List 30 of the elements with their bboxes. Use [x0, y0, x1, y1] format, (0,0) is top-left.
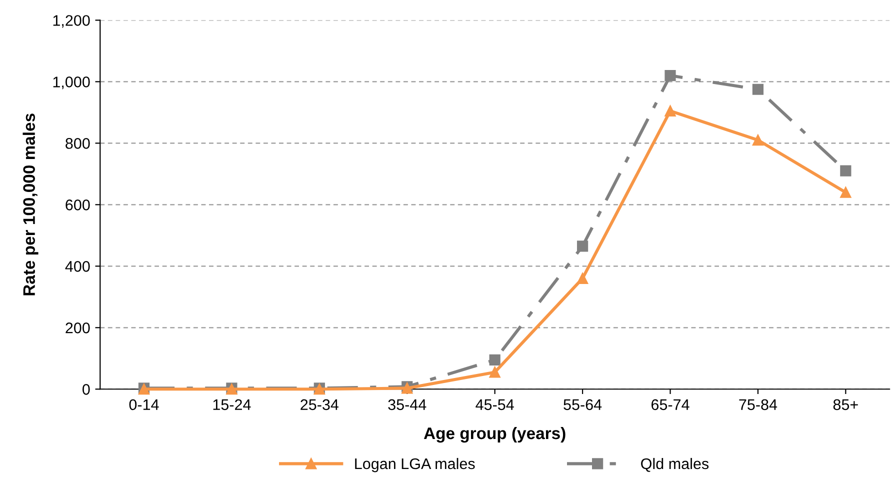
- y-tick-label: 200: [66, 322, 90, 334]
- point: [752, 134, 764, 146]
- y-tick-label: 800: [66, 138, 90, 149]
- point: [664, 105, 676, 116]
- x-tick-label: 85+: [833, 399, 858, 410]
- y-tick-label: 0: [82, 384, 90, 395]
- x-tick-label: 75-84: [739, 399, 778, 410]
- x-tick-label: 15-24: [213, 399, 251, 410]
- y-tick-label: 1,200: [53, 15, 90, 28]
- point: [576, 240, 588, 252]
- x-tick-label: 0-14: [129, 399, 159, 410]
- point: [840, 165, 852, 176]
- point: [489, 354, 500, 366]
- point: [489, 366, 500, 378]
- point: [752, 84, 764, 95]
- x-tick-label: 25-34: [300, 399, 338, 410]
- x-axis-title: Age group (years): [424, 426, 566, 443]
- y-axis-title: Rate per 100,000 males: [22, 114, 38, 296]
- point: [664, 70, 676, 82]
- point: [576, 272, 588, 284]
- legend-label: Qld males: [641, 458, 709, 472]
- y-tick-label: 1,000: [53, 76, 90, 90]
- point: [840, 186, 852, 198]
- x-tick-label: 65-74: [651, 399, 690, 410]
- y-tick-label: 400: [65, 261, 90, 272]
- y-tick-label: 600: [66, 200, 90, 210]
- legend-label: Logan LGA males: [355, 458, 475, 472]
- x-tick-label: 55-64: [564, 399, 602, 410]
- x-tick-label: 45-54: [476, 399, 514, 410]
- x-tick-label: 35-44: [388, 399, 426, 410]
